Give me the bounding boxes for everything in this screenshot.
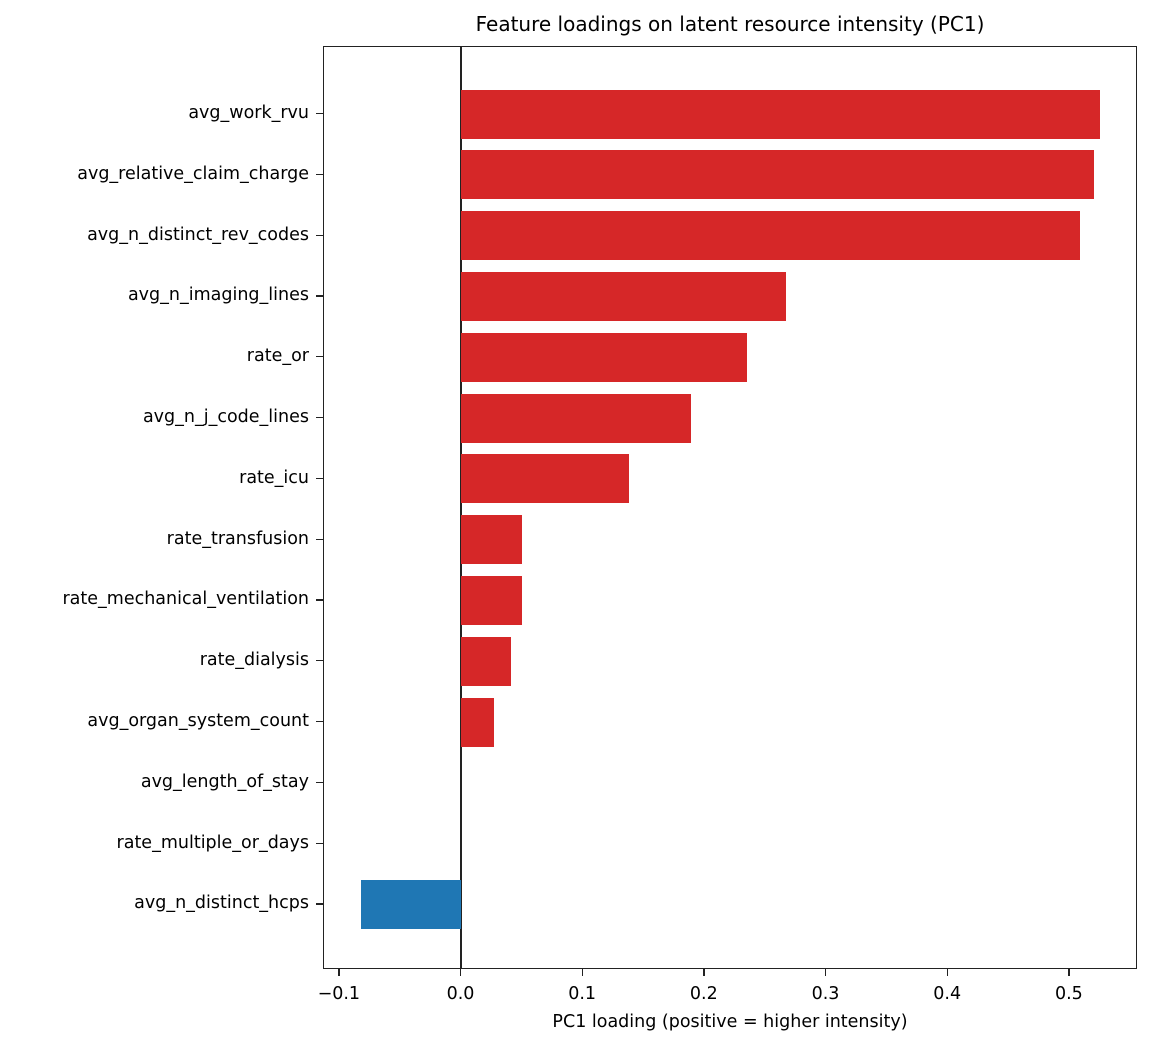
x-tick bbox=[703, 969, 705, 976]
bar-rate-dialysis bbox=[461, 636, 512, 686]
bar-rate-transfusion bbox=[461, 515, 523, 565]
x-axis-label: PC1 loading (positive = higher intensity… bbox=[552, 1012, 908, 1032]
y-tick-label: rate_dialysis bbox=[199, 650, 309, 671]
x-tick bbox=[581, 969, 583, 976]
bar-avg-organ-system-count bbox=[461, 697, 495, 747]
y-tick bbox=[316, 660, 323, 662]
x-tick bbox=[824, 969, 827, 976]
bar-rate-icu bbox=[461, 454, 630, 504]
bar-rate-mechanical-ventilation bbox=[461, 575, 523, 625]
y-tick-label: avg_relative_claim_charge bbox=[77, 163, 309, 184]
x-tick-label: 0.4 bbox=[933, 984, 962, 1004]
x-tick-label: 0.0 bbox=[446, 984, 475, 1004]
x-tick bbox=[338, 969, 340, 976]
x-tick-label: 0.2 bbox=[689, 984, 718, 1004]
y-tick-label: avg_n_distinct_rev_codes bbox=[87, 224, 309, 245]
x-tick bbox=[946, 969, 948, 976]
bar-avg-n-distinct-rev-codes bbox=[461, 211, 1080, 261]
y-tick-label: avg_n_j_code_lines bbox=[142, 407, 309, 427]
bar-avg-n-imaging-lines bbox=[461, 271, 787, 321]
y-tick-label: rate_multiple_or_days bbox=[116, 832, 309, 853]
x-tick-label: 0.5 bbox=[1054, 984, 1083, 1004]
x-tick bbox=[1068, 969, 1070, 976]
y-tick bbox=[316, 477, 323, 480]
y-tick bbox=[316, 234, 323, 236]
zero-reference-line bbox=[460, 47, 462, 968]
bar-avg-relative-claim-charge bbox=[461, 150, 1095, 200]
y-tick bbox=[316, 781, 323, 784]
y-tick bbox=[316, 903, 323, 905]
x-tick-label: −0.1 bbox=[317, 984, 361, 1004]
bar-avg-work-rvu bbox=[461, 89, 1101, 139]
y-tick-label: rate_or bbox=[246, 346, 309, 367]
x-tick bbox=[459, 969, 462, 976]
y-tick bbox=[316, 842, 323, 844]
y-tick bbox=[316, 721, 323, 723]
y-tick-label: avg_length_of_stay bbox=[140, 771, 309, 792]
bar-rate-or bbox=[461, 332, 748, 382]
y-tick-label: rate_mechanical_ventilation bbox=[62, 589, 309, 610]
y-tick-label: rate_transfusion bbox=[166, 528, 309, 549]
bar-avg-n-j-code-lines bbox=[461, 393, 692, 443]
y-tick bbox=[316, 538, 323, 540]
y-tick bbox=[316, 356, 323, 358]
y-tick bbox=[316, 295, 323, 297]
y-tick bbox=[316, 113, 323, 115]
x-tick-label: 0.1 bbox=[568, 984, 597, 1004]
y-tick-label: avg_n_distinct_hcps bbox=[134, 893, 309, 914]
plot-area bbox=[323, 46, 1137, 969]
y-tick-label: rate_icu bbox=[239, 467, 309, 488]
y-tick bbox=[316, 417, 323, 419]
y-tick-label: avg_organ_system_count bbox=[87, 711, 309, 731]
y-tick bbox=[316, 599, 323, 601]
y-tick bbox=[316, 173, 323, 176]
bar-avg-n-distinct-hcps bbox=[360, 879, 462, 929]
chart-title: Feature loadings on latent resource inte… bbox=[475, 12, 985, 36]
y-tick-label: avg_work_rvu bbox=[188, 103, 309, 123]
y-tick-label: avg_n_imaging_lines bbox=[127, 285, 309, 306]
x-tick-label: 0.3 bbox=[811, 984, 840, 1004]
